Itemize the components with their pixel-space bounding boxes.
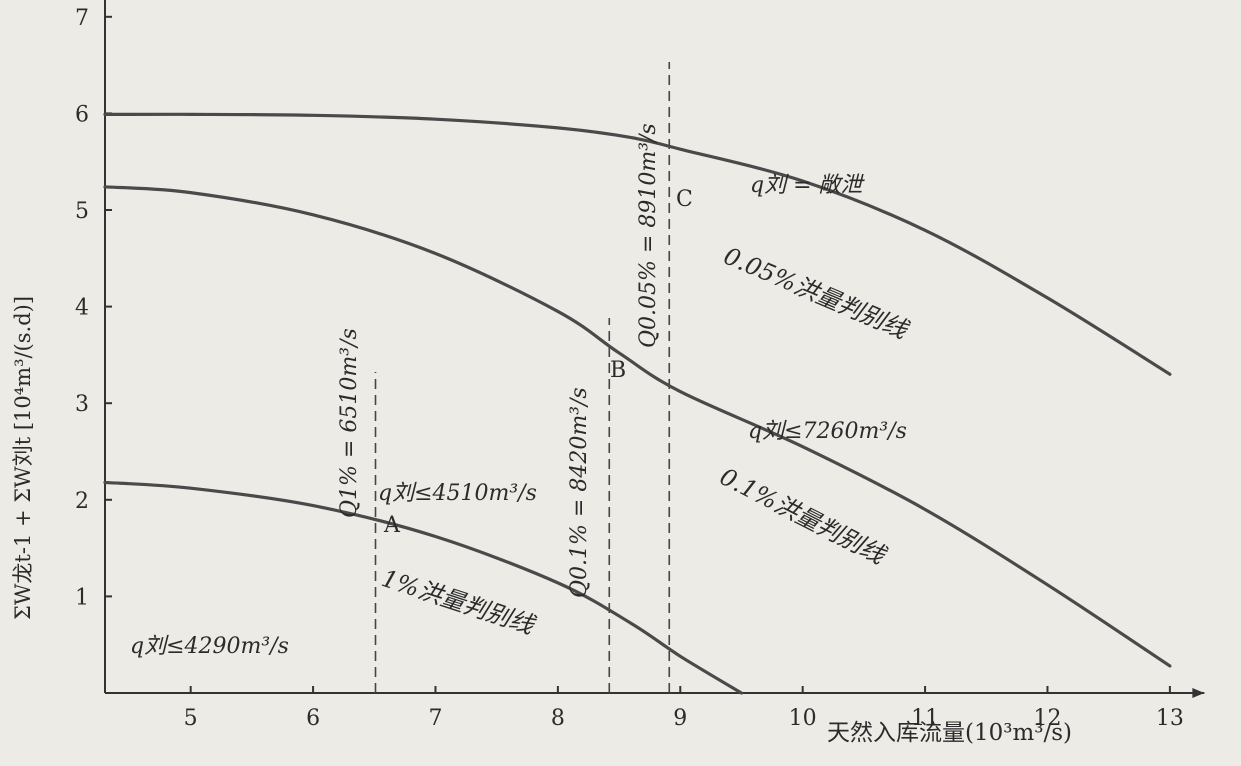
region-label-4510: q刘≤4510m³/s xyxy=(378,481,537,506)
curve-series-1 xyxy=(103,185,1172,668)
curve-label-1pct: 1%洪量判别线 xyxy=(378,564,539,640)
x-tick-label-13: 13 xyxy=(1156,706,1184,731)
point-label-a: A xyxy=(383,513,401,538)
curve-series-2 xyxy=(103,112,1172,376)
y-tick-label-5: 5 xyxy=(75,199,89,224)
x-tick-label-5: 5 xyxy=(184,706,198,731)
x-tick-label-9: 9 xyxy=(673,706,687,731)
x-tick-label-12: 12 xyxy=(1033,706,1061,731)
y-tick-label-3: 3 xyxy=(75,392,89,417)
region-label-open: q刘 = 敞泄 xyxy=(750,173,866,198)
x-tick-label-11: 11 xyxy=(911,706,939,731)
y-tick-label-1: 1 xyxy=(75,585,89,610)
x-axis-label: 天然入库流量(10³m³/s) xyxy=(827,720,1072,746)
vline-label-q1: Q1% = 6510m³/s xyxy=(337,328,362,518)
point-label-c: C xyxy=(676,187,693,212)
curves xyxy=(103,112,1172,695)
y-axis-label: ΣW龙t-1 + ΣW刘t [10⁴m³/(s.d)] xyxy=(11,296,35,620)
x-tick-label-8: 8 xyxy=(551,706,565,731)
curve-series-0 xyxy=(103,480,744,695)
curve-label-005pct: 0.05%洪量判别线 xyxy=(720,242,913,345)
x-tick-label-6: 6 xyxy=(306,706,320,731)
point-label-b: B xyxy=(610,358,626,383)
annotations: q刘≤4290m³/s q刘≤4510m³/s q刘≤7260m³/s q刘 =… xyxy=(11,123,1072,746)
region-label-4290: q刘≤4290m³/s xyxy=(130,634,289,659)
y-tick-label-4: 4 xyxy=(75,296,89,321)
vline-label-q005: Q0.05% = 8910m³/s xyxy=(636,123,661,348)
vline-label-q01: Q0.1% = 8420m³/s xyxy=(567,387,592,598)
y-tick-label-2: 2 xyxy=(75,489,89,514)
x-tick-label-7: 7 xyxy=(428,706,442,731)
region-label-7260: q刘≤7260m³/s xyxy=(748,419,907,444)
x-axis-arrow xyxy=(1192,688,1205,698)
y-tick-label-7: 7 xyxy=(75,6,89,31)
x-tick-label-10: 10 xyxy=(789,706,817,731)
vertical-lines xyxy=(374,62,671,693)
y-tick-label-6: 6 xyxy=(75,102,89,127)
